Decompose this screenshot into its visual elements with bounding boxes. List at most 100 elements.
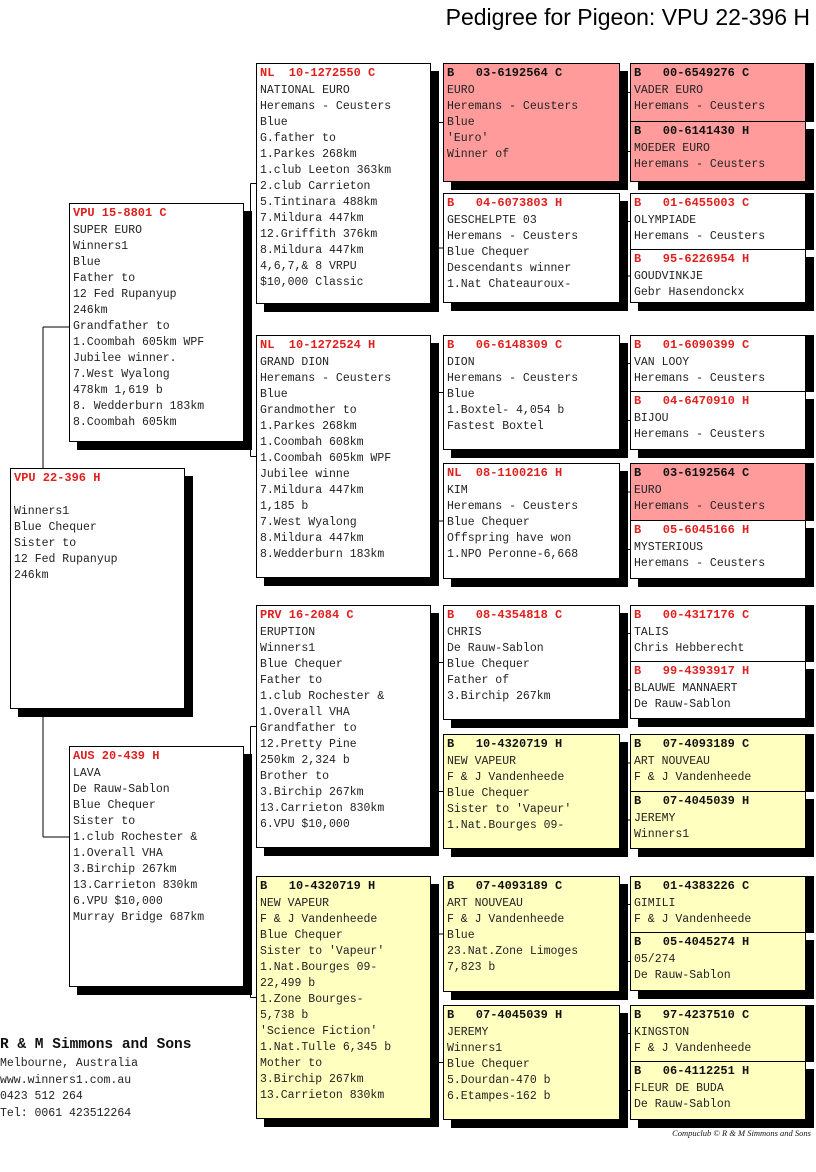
pedigree-box-g5[interactable]: B 07-4045039 H JEREMY Winners1 xyxy=(630,791,806,849)
ring-number: B 01-4383226 C xyxy=(634,879,750,893)
pigeon-detail-line: ERUPTION xyxy=(260,626,316,639)
ring-number: B 07-4093189 C xyxy=(447,879,563,893)
pigeon-detail-line: Offspring have won xyxy=(447,532,572,545)
pedigree-box-g5[interactable]: B 07-4093189 C ART NOUVEAU F & J Vandenhee… xyxy=(630,734,806,792)
pedigree-box-g5[interactable]: B 03-6192564 C EURO Heremans - Ceusters xyxy=(630,463,806,521)
pedigree-box-g3[interactable]: B 10-4320719 H NEW VAPEUR F & J Vandenheed… xyxy=(256,876,431,1119)
pigeon-detail-line: F & J Vandenheede xyxy=(634,1042,752,1055)
pigeon-detail-line: KIM xyxy=(447,484,468,497)
pedigree-box-g4[interactable]: NL 08-1100216 H KIM Heremans - Ceusters Blu… xyxy=(443,463,620,579)
ring-number: B 03-6192564 C xyxy=(447,66,563,80)
pigeon-detail-line: BIJOU xyxy=(634,412,669,425)
pigeon-detail-line: Blue Chequer xyxy=(73,799,156,812)
pigeon-detail-line: NATIONAL EURO xyxy=(260,84,350,97)
pedigree-box-g4[interactable]: B 03-6192564 C EURO Heremans - Ceusters Blu… xyxy=(443,63,620,182)
ring-number: B 06-4112251 H xyxy=(634,1064,750,1078)
pigeon-detail-line: 1.Parkes 268km xyxy=(260,420,357,433)
pigeon-detail-line: 1.club Leeton 363km xyxy=(260,164,392,177)
pigeon-detail-line: 1.Parkes 268km xyxy=(260,148,357,161)
ring-number: B 07-4045039 H xyxy=(447,1008,563,1022)
pedigree-box-g5[interactable]: B 01-6090399 C VAN LOOY Heremans - Ceuster… xyxy=(630,335,806,392)
pigeon-detail-line: 3.Birchip 267km xyxy=(260,786,364,799)
pigeon-detail-line: Brother to xyxy=(260,770,330,783)
pigeon-detail-line: FLEUR DE BUDA xyxy=(634,1082,724,1095)
pedigree-box-g5[interactable]: B 01-4383226 C GIMILI F & J Vandenheede xyxy=(630,876,806,933)
pedigree-box-g4[interactable]: B 07-4093189 C ART NOUVEAU F & J Vandenhee… xyxy=(443,876,620,992)
pedigree-box-g5[interactable]: B 00-4317176 C TALIS Chris Hebberecht xyxy=(630,605,806,662)
pedigree-box-g5[interactable]: B 00-6141430 H MOEDER EURO Heremans - Ceus… xyxy=(630,121,806,182)
pedigree-box-g4[interactable]: B 08-4354818 C CHRIS De Rauw-Sablon Blue Ch… xyxy=(443,605,620,720)
pigeon-detail-line: 1.Nat.Bourges 09- xyxy=(447,819,565,832)
ring-number: B 04-6470910 H xyxy=(634,394,750,408)
page-title: Pedigree for Pigeon: VPU 22-396 H xyxy=(445,4,810,30)
pigeon-detail-line: 'Science Fiction' xyxy=(260,1025,378,1038)
ring-number: B 00-6141430 H xyxy=(634,124,750,138)
ring-number: NL 10-1272524 H xyxy=(260,338,376,352)
pigeon-detail-line: ART NOUVEAU xyxy=(634,755,710,768)
ring-number: B 06-6148309 C xyxy=(447,338,563,352)
pigeon-detail-line: Blue xyxy=(73,256,101,269)
pigeon-detail-line: Father of xyxy=(447,674,510,687)
ring-number: B 08-4354818 C xyxy=(447,608,563,622)
pedigree-box-g5[interactable]: B 06-4112251 H FLEUR DE BUDA De Rauw-Sablo… xyxy=(630,1061,806,1120)
pigeon-detail-line: $10,000 Classic xyxy=(260,276,364,289)
pedigree-box-g5[interactable]: B 04-6470910 H BIJOU Heremans - Ceusters xyxy=(630,391,806,450)
pigeon-detail-line: Jubilee winner. xyxy=(73,352,177,365)
pedigree-box-g5[interactable]: B 00-6549276 C VADER EURO Heremans - Ceust… xyxy=(630,63,806,122)
pedigree-box-g5[interactable]: B 97-4237510 C KINGSTON F & J Vandenheede xyxy=(630,1005,806,1062)
pigeon-detail-line: 12 Fed Rupanyup xyxy=(14,553,118,566)
pigeon-detail-line: Sister to xyxy=(14,537,77,550)
ring-number: B 07-4045039 H xyxy=(634,794,750,808)
pigeon-detail-line: 7.West Wyalong xyxy=(73,368,170,381)
pigeon-detail-line: VAN LOOY xyxy=(634,356,690,369)
pedigree-box-subject[interactable]: VPU 22-396 H Winners1 Blue Chequer Sister t… xyxy=(10,468,185,709)
ring-number: B 05-6045166 H xyxy=(634,523,750,537)
breeder-website[interactable]: www.winners1.com.au xyxy=(0,1073,132,1087)
pigeon-detail-line: Sister to 'Vapeur' xyxy=(260,945,385,958)
pigeon-detail-line: Winners1 xyxy=(634,828,690,841)
pigeon-detail-line: Grandfather to xyxy=(260,722,357,735)
pigeon-detail-line: Blue Chequer xyxy=(447,246,530,259)
pedigree-box-g4[interactable]: B 06-6148309 C DION Heremans - Ceusters Blu… xyxy=(443,335,620,450)
pigeon-detail-line: Blue Chequer xyxy=(447,1058,530,1071)
pedigree-box-g5[interactable]: B 05-4045274 H 05/274 De Rauw-Sablon xyxy=(630,932,806,991)
pedigree-box-g3[interactable]: PRV 16-2084 C ERUPTION Winners1 Blue Cheque… xyxy=(256,605,431,848)
pigeon-detail-line: SUPER EURO xyxy=(73,224,143,237)
pigeon-detail-line: NEW VAPEUR xyxy=(447,755,517,768)
pigeon-detail-line: CHRIS xyxy=(447,626,482,639)
pigeon-detail-line: GESCHELPTE 03 xyxy=(447,214,537,227)
pigeon-detail-line: F & J Vandenheede xyxy=(634,771,752,784)
pedigree-box-g5[interactable]: B 05-6045166 H MYSTERIOUS Heremans - Ceust… xyxy=(630,520,806,579)
pedigree-box-g5[interactable]: B 99-4393917 H BLAUWE MANNAERT De Rauw-Sab… xyxy=(630,661,806,719)
pedigree-box-g4[interactable]: B 10-4320719 H NEW VAPEUR F & J Vandenheed… xyxy=(443,734,620,849)
pigeon-detail-line: 1.Zone Bourges- xyxy=(260,993,364,1006)
pigeon-detail-line: 1.Nat.Tulle 6,345 b xyxy=(260,1041,392,1054)
breeder-location: Melbourne, Australia xyxy=(0,1057,139,1070)
pedigree-box-g3[interactable]: NL 10-1272550 C NATIONAL EURO Heremans - C… xyxy=(256,63,431,304)
pedigree-box-dam[interactable]: AUS 20-439 H LAVA De Rauw-Sablon Blue Chequ… xyxy=(69,746,244,987)
pigeon-detail-line: Mother to xyxy=(260,1057,323,1070)
pigeon-detail-line: 1.Nat.Bourges 09- xyxy=(260,961,378,974)
pedigree-box-g5[interactable]: B 95-6226954 H GOUDVINKJE Gebr Hasendonckx xyxy=(630,249,806,303)
pigeon-detail-line: 7.West Wyalong xyxy=(260,516,357,529)
pigeon-detail-line: F & J Vandenheede xyxy=(260,913,378,926)
pigeon-detail-line: 6.VPU $10,000 xyxy=(73,895,163,908)
pedigree-box-g5[interactable]: B 01-6455003 C OLYMPIADE Heremans - Ceuste… xyxy=(630,193,806,250)
ring-number: B 07-4093189 C xyxy=(634,737,750,751)
pedigree-box-g4[interactable]: B 04-6073803 H GESCHELPTE 03 Heremans - Ce… xyxy=(443,193,620,303)
pigeon-detail-line: 2.club Carrieton xyxy=(260,180,371,193)
pigeon-detail-line: Heremans - Ceusters xyxy=(447,100,579,113)
pigeon-detail-line: 4,6,7,& 8 VRPU xyxy=(260,260,357,273)
pigeon-detail-line: F & J Vandenheede xyxy=(447,913,565,926)
pigeon-detail-line: MOEDER EURO xyxy=(634,142,710,155)
pedigree-box-sire[interactable]: VPU 15-8801 C SUPER EURO Winners1 Blue Fathe… xyxy=(69,203,244,442)
pigeon-detail-line: 8.Mildura 447km xyxy=(260,532,364,545)
pigeon-detail-line: 13.Carrieton 830km xyxy=(260,802,385,815)
ring-number: PRV 16-2084 C xyxy=(260,608,354,622)
pedigree-box-g3[interactable]: NL 10-1272524 H GRAND DION Heremans - Ceus… xyxy=(256,335,431,578)
pigeon-detail-line: 23.Nat.Zone Limoges xyxy=(447,945,579,958)
pedigree-box-g4[interactable]: B 07-4045039 H JEREMY Winners1 Blue Chequer… xyxy=(443,1005,620,1120)
pigeon-detail-line: Heremans - Ceusters xyxy=(634,372,766,385)
pigeon-detail-line: Grandmother to xyxy=(260,404,357,417)
